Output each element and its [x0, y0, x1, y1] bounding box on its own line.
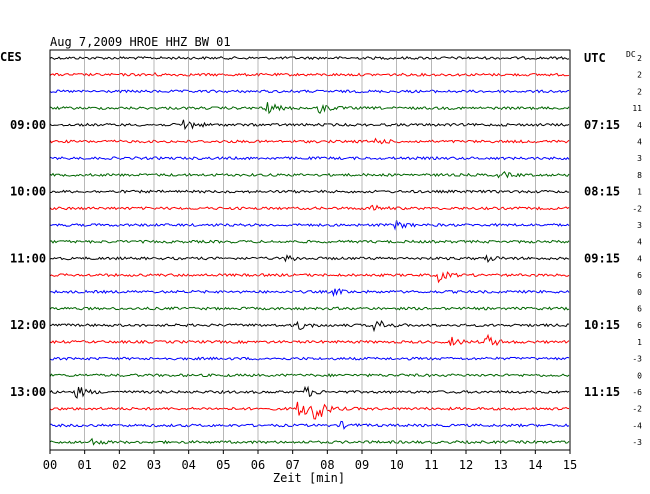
dc-offset-value: 1 — [637, 338, 642, 347]
seismic-trace-21 — [49, 401, 570, 420]
dc-offset-value: 4 — [637, 238, 642, 247]
seismic-trace-10 — [49, 220, 570, 231]
seismic-trace-8 — [49, 189, 570, 194]
x-tick-label: 05 — [216, 458, 230, 472]
x-tick-label: 07 — [285, 458, 299, 472]
seismic-trace-3 — [49, 102, 570, 115]
dc-offset-value: 11 — [632, 104, 642, 113]
seismic-trace-1 — [49, 71, 570, 77]
x-tick-label: 08 — [320, 458, 334, 472]
x-tick-label: 02 — [112, 458, 126, 472]
x-tick-label: 13 — [493, 458, 507, 472]
x-tick-label: 14 — [528, 458, 542, 472]
dc-label: DC — [626, 50, 636, 59]
dc-offset-value: 6 — [637, 271, 642, 280]
seismic-trace-5 — [49, 137, 570, 145]
seismic-trace-4 — [49, 119, 570, 131]
seismic-trace-13 — [49, 271, 570, 284]
right-hour-label: 10:15 — [584, 318, 620, 332]
seismic-trace-16 — [49, 319, 570, 333]
x-tick-label: 15 — [563, 458, 577, 472]
dc-offset-value: 2 — [637, 71, 642, 80]
left-hour-label: 13:00 — [10, 385, 46, 399]
dc-offset-value: -2 — [632, 405, 642, 414]
seismic-trace-18 — [49, 356, 570, 361]
dc-offset-value: 0 — [637, 288, 642, 297]
x-tick-label: 01 — [77, 458, 91, 472]
seismic-trace-9 — [49, 204, 570, 211]
seismic-trace-15 — [49, 306, 570, 311]
seismic-trace-7 — [49, 171, 570, 179]
left-hour-label: 10:00 — [10, 185, 46, 199]
plot-border — [49, 49, 571, 451]
plot-frame — [49, 49, 571, 454]
seismic-trace-20 — [49, 385, 570, 399]
x-tick-label: 11 — [424, 458, 438, 472]
seismic-trace-6 — [49, 156, 570, 161]
seismic-trace-22 — [49, 420, 570, 430]
x-tick-label: 03 — [147, 458, 161, 472]
seismic-trace-2 — [49, 89, 570, 94]
dc-offset-value: 4 — [637, 121, 642, 130]
left-hour-label: 11:00 — [10, 251, 46, 265]
x-tick-label: 10 — [389, 458, 403, 472]
dc-offset-value: 0 — [637, 371, 642, 380]
seismic-trace-14 — [49, 288, 570, 298]
right-hour-label: 08:15 — [584, 185, 620, 199]
dc-offset-value: -6 — [632, 388, 642, 397]
dc-offset-value: -3 — [632, 438, 642, 447]
dc-offset-value: -2 — [632, 204, 642, 213]
left-hour-label: 12:00 — [10, 318, 46, 332]
x-tick-label: 12 — [459, 458, 473, 472]
dc-offset-value: 2 — [637, 87, 642, 96]
dc-offset-value: 8 — [637, 171, 642, 180]
dc-offset-value: 6 — [637, 305, 642, 314]
seismic-trace-12 — [49, 254, 570, 263]
seismic-trace-17 — [49, 333, 570, 347]
dc-offset-value: 3 — [637, 154, 642, 163]
left-hour-label: 09:00 — [10, 118, 46, 132]
dc-offset-value: -4 — [632, 421, 642, 430]
seismic-trace-0 — [49, 56, 570, 61]
right-hour-label: 09:15 — [584, 251, 620, 265]
dc-offset-value: -3 — [632, 355, 642, 364]
seismic-trace-23 — [49, 437, 570, 446]
right-hour-label: 11:15 — [584, 385, 620, 399]
x-tick-label: 00 — [43, 458, 57, 472]
right-hour-label: UTC — [584, 51, 606, 65]
seismic-traces — [49, 56, 570, 446]
x-tick-label: 04 — [181, 458, 195, 472]
x-tick-label: 06 — [251, 458, 265, 472]
dc-offset-value: 6 — [637, 321, 642, 330]
dc-offset-value: 4 — [637, 138, 642, 147]
x-axis-label: Zeit [min] — [273, 471, 345, 485]
chart-labels: 09:00 10:00 11:00 12:00 13:00 UTC 07:15 08:15 09… — [10, 51, 642, 472]
seismic-trace-11 — [49, 239, 570, 244]
dc-offset-value: 2 — [637, 54, 642, 63]
dc-offset-value: 4 — [637, 254, 642, 263]
dc-offset-value: 1 — [637, 188, 642, 197]
seismic-trace-19 — [49, 373, 570, 378]
x-tick-label: 09 — [355, 458, 369, 472]
right-hour-label: 07:15 — [584, 118, 620, 132]
chart-title: Aug 7,2009 HROE HHZ BW 01 — [50, 35, 231, 49]
dc-offset-value: 3 — [637, 221, 642, 230]
left-timezone-label: CES — [0, 50, 22, 64]
